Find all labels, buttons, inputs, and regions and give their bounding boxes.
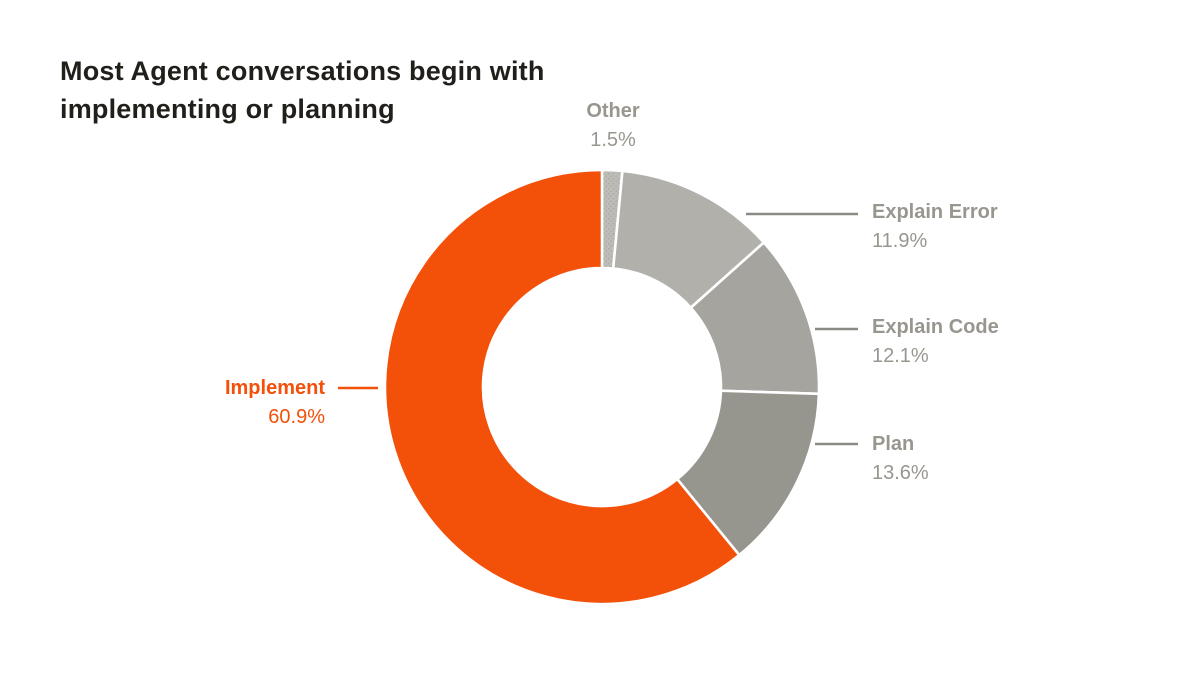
slice-name-explain-code: Explain Code xyxy=(872,316,999,338)
slice-pct-other: 1.5% xyxy=(590,129,636,151)
slice-pct-explain-code: 12.1% xyxy=(872,345,929,367)
slice-name-plan: Plan xyxy=(872,433,915,455)
slice-pct-plan: 13.6% xyxy=(872,462,929,484)
slice-label-explain-code: Explain Code 12.1% xyxy=(872,313,999,371)
slice-label-other: Other 1.5% xyxy=(553,97,673,155)
slice-name-implement: Implement xyxy=(224,377,325,399)
chart-title: Most Agent conversations begin with impl… xyxy=(60,56,545,124)
slice-label-plan: Plan 13.6% xyxy=(872,430,929,488)
segment-implement xyxy=(383,168,741,606)
slice-label-implement: Implement 60.9% xyxy=(125,374,325,432)
slice-name-other: Other xyxy=(586,100,640,122)
slice-pct-implement: 60.9% xyxy=(268,406,325,428)
slice-name-explain-error: Explain Error xyxy=(872,201,998,223)
slice-pct-explain-error: 11.9% xyxy=(872,230,928,252)
slice-label-explain-error: Explain Error 11.9% xyxy=(872,198,998,256)
